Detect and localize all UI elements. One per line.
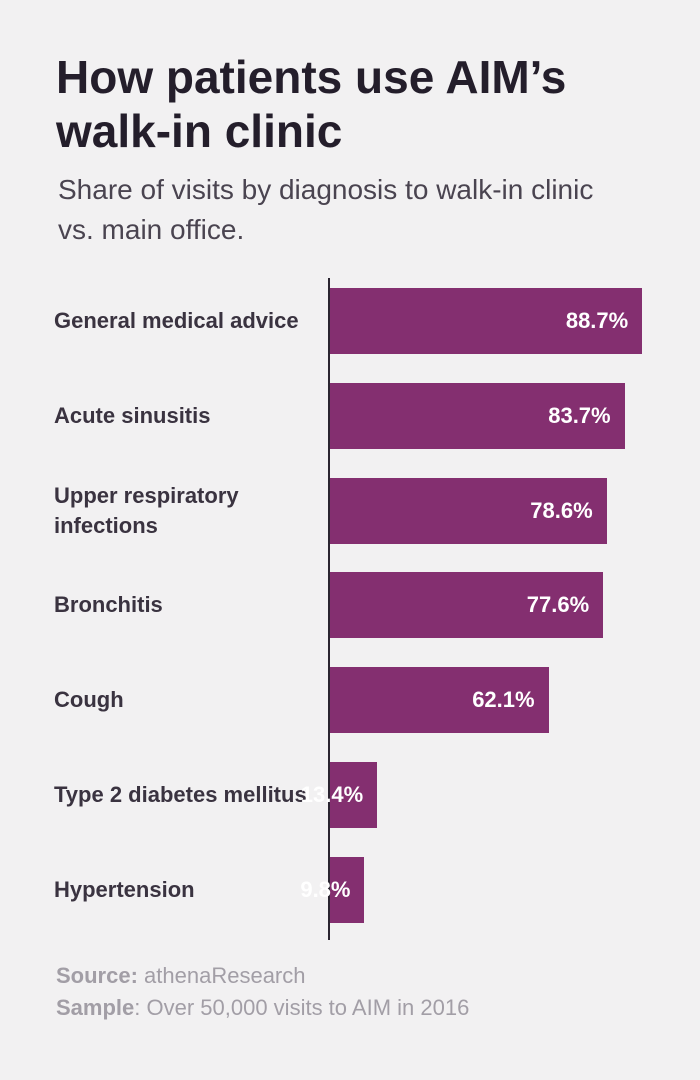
- sample-line: Sample: Over 50,000 visits to AIM in 201…: [56, 992, 676, 1024]
- category-label: Cough: [54, 687, 124, 713]
- bar-value-label: 77.6%: [526, 592, 590, 618]
- bar-value-label: 88.7%: [565, 308, 629, 333]
- bar: 62.1%: [330, 667, 549, 734]
- chart-title: How patients use AIM’s walk-in clinic: [56, 51, 567, 157]
- bar-chart: General medical advice 88.7% Acute sinusit…: [0, 270, 700, 950]
- source-line: Source: athenaResearch: [56, 960, 676, 992]
- bar-row: Type 2 diabetes mellitus 13.4%: [0, 762, 700, 828]
- bar: 83.7%: [330, 382, 625, 449]
- category-label: General medical advice: [54, 308, 299, 333]
- sample-label: Sample: [56, 995, 135, 1020]
- bar: 77.6%: [330, 572, 604, 639]
- category-label: Upper respiratory infections: [54, 482, 239, 538]
- bar: 13.4%: [301, 762, 378, 828]
- source-label: Source:: [56, 963, 138, 988]
- bar-row: Cough 62.1%: [0, 667, 700, 734]
- bar-value-label: 83.7%: [548, 402, 611, 428]
- y-axis-line: [328, 278, 330, 940]
- category-label: Acute sinusitis: [54, 402, 211, 428]
- bar-row: Acute sinusitis 83.7%: [0, 382, 700, 449]
- bar-row: Upper respiratory infections 78.6%: [0, 477, 700, 544]
- bar: 88.7%: [330, 288, 643, 354]
- bar-value-label: 62.1%: [472, 687, 535, 713]
- bar-value-label: 13.4%: [300, 782, 364, 807]
- category-label: Type 2 diabetes mellitus: [54, 782, 307, 807]
- bar-row: General medical advice 88.7%: [0, 288, 700, 354]
- category-label: Bronchitis: [54, 592, 163, 618]
- chart-subtitle: Share of visits by diagnosis to walk-in …: [58, 174, 594, 245]
- sample-value: : Over 50,000 visits to AIM in 2016: [134, 995, 470, 1020]
- chart-footer: Source: athenaResearch Sample: Over 50,0…: [56, 960, 676, 1024]
- bar-row: Bronchitis 77.6%: [0, 572, 700, 639]
- bar-value-label: 78.6%: [530, 497, 593, 523]
- bar: 9.8%: [300, 856, 365, 923]
- bar-row: Hypertension 9.8%: [0, 856, 700, 923]
- bar-value-label: 9.8%: [300, 876, 351, 902]
- category-label: Hypertension: [54, 876, 195, 902]
- bar: 78.6%: [330, 477, 607, 544]
- source-value: athenaResearch: [144, 963, 306, 988]
